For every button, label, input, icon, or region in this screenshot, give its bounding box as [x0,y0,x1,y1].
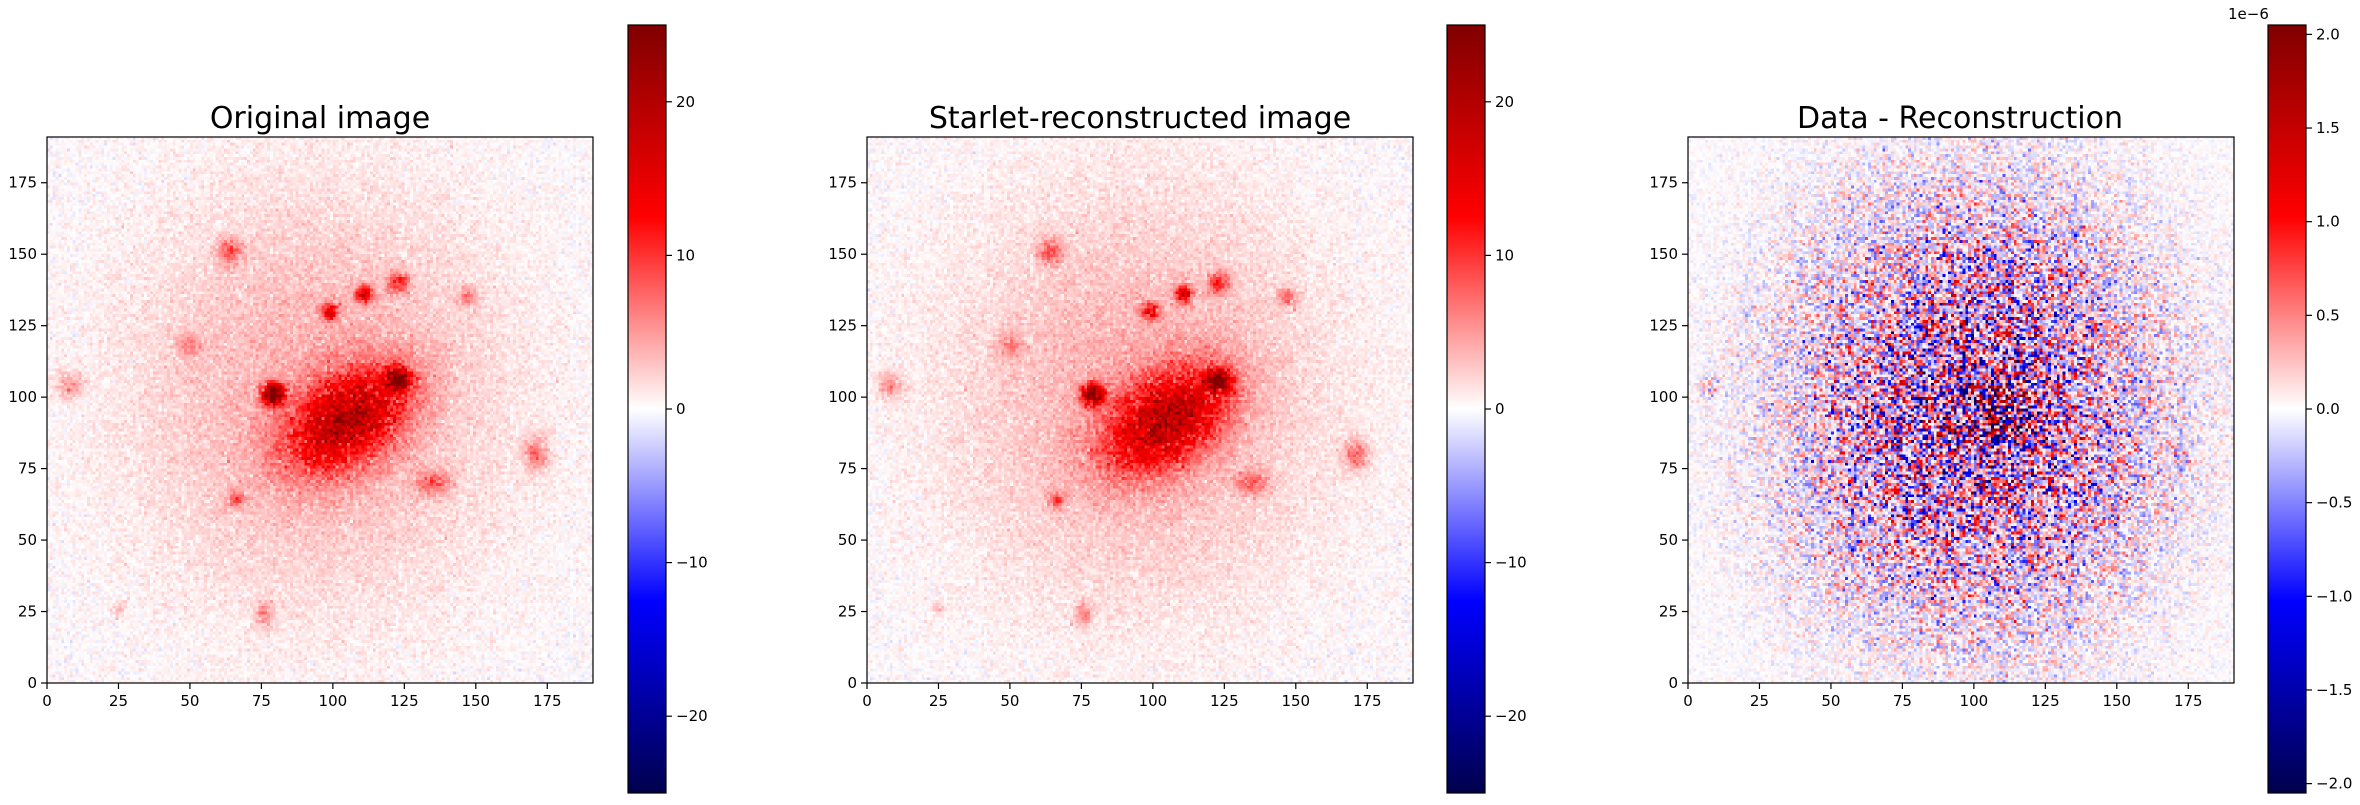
colorbar-tick-label: 20 [676,93,695,111]
y-tick-label: 150 [8,245,37,263]
x-tick-label: 125 [390,692,419,710]
y-tick-label: 100 [8,388,37,406]
x-tick-label: 100 [1139,692,1168,710]
colorbar-tick-label: 20 [1495,93,1514,111]
axes-frame-reconstructed [866,136,1414,684]
colorbar-tick-label: −20 [1495,707,1527,725]
y-tick-label: 100 [1649,388,1678,406]
colorbar-reconstructed [1446,24,1486,794]
colorbar-original [627,24,667,794]
y-tick-label: 150 [1649,245,1678,263]
x-tick-label: 0 [862,692,872,710]
colorbar-offset-residual: 1e−6 [2228,5,2269,23]
x-tick-label: 125 [1210,692,1239,710]
x-tick-label: 50 [180,692,199,710]
x-tick-label: 175 [2174,692,2203,710]
axes-ticks-reconstructed: 0 25 50 75 100 125 150 175 0 25 50 75 100 125 150 175 [828,174,1381,710]
colorbar-tick-label: 0 [676,400,686,418]
x-tick-label: 0 [1683,692,1693,710]
y-tick-label: 0 [1668,674,1678,692]
y-tick-label: 150 [828,245,857,263]
x-tick-label: 150 [2102,692,2131,710]
panel-residual: Data - Reconstruction 0 25 50 75 100 125 150 17… [1649,5,2352,794]
axes-ticks-original: 0 25 50 75 100 125 150 175 0 25 50 75 100 125 150 175 [8,174,561,710]
y-tick-label: 175 [828,174,857,192]
y-tick-label: 0 [847,674,857,692]
y-tick-label: 0 [27,674,37,692]
x-tick-label: 25 [1750,692,1769,710]
x-tick-label: 25 [109,692,128,710]
heatmap-residual [1688,137,2234,683]
y-tick-label: 25 [838,603,857,621]
y-tick-label: 125 [1649,317,1678,335]
x-tick-label: 100 [1960,692,1989,710]
colorbar-tick-label: 0.5 [2316,306,2340,324]
panel-title-original: Original image [210,101,430,136]
x-tick-label: 75 [1893,692,1912,710]
y-tick-label: 50 [838,531,857,549]
colorbar-tick-label: 0 [1495,400,1505,418]
x-tick-label: 75 [1072,692,1091,710]
colorbar-tick-label: 1.0 [2316,213,2340,231]
colorbar-tick-label: 1.5 [2316,119,2340,137]
y-tick-label: 75 [1659,460,1678,478]
y-tick-label: 75 [18,460,37,478]
colorbar-ticks-reconstructed: −20 −10 0 10 20 [1485,93,1527,725]
colorbar-ticks-residual: −2.0 −1.5 −1.0 −0.5 0.0 0.5 1.0 1.5 2.0 [2306,25,2352,793]
panel-title-reconstructed: Starlet-reconstructed image [929,101,1351,136]
x-tick-label: 25 [929,692,948,710]
y-tick-label: 75 [838,460,857,478]
y-tick-label: 125 [828,317,857,335]
colorbar-tick-label: 0.0 [2316,400,2340,418]
colorbar-tick-label: 10 [676,246,695,264]
colorbar-tick-label: −10 [676,554,708,572]
y-tick-label: 175 [8,174,37,192]
y-tick-label: 100 [828,388,857,406]
colorbar-tick-label: −20 [676,707,708,725]
colorbar-residual [2267,24,2307,794]
y-tick-label: 25 [1659,603,1678,621]
colorbar-tick-label: −1.5 [2316,681,2352,699]
colorbar-ticks-original: −20 −10 0 10 20 [666,93,708,725]
y-tick-label: 25 [18,603,37,621]
colorbar-tick-label: −1.0 [2316,587,2352,605]
heatmap-reconstructed [867,137,1413,683]
colorbar-tick-label: 10 [1495,246,1514,264]
panel-title-residual: Data - Reconstruction [1797,101,2123,136]
y-tick-label: 50 [18,531,37,549]
y-tick-label: 175 [1649,174,1678,192]
y-tick-label: 50 [1659,531,1678,549]
colorbar-tick-label: −10 [1495,554,1527,572]
colorbar-tick-label: −0.5 [2316,494,2352,512]
x-tick-label: 50 [1821,692,1840,710]
axes-ticks-residual: 0 25 50 75 100 125 150 175 0 25 50 75 100 125 150 175 [1649,174,2202,710]
axes-frame-original [46,136,594,684]
x-tick-label: 150 [1281,692,1310,710]
axes-frame-residual [1687,136,2235,684]
colorbar-tick-label: −2.0 [2316,775,2352,793]
x-tick-label: 175 [1353,692,1382,710]
x-tick-label: 50 [1000,692,1019,710]
x-tick-label: 125 [2031,692,2060,710]
x-tick-label: 100 [319,692,348,710]
x-tick-label: 150 [461,692,490,710]
heatmap-original [47,137,593,683]
y-tick-label: 125 [8,317,37,335]
x-tick-label: 0 [42,692,52,710]
x-tick-label: 175 [533,692,562,710]
x-tick-label: 75 [252,692,271,710]
panel-original: Original image 0 25 50 75 100 125 150 175025507… [8,24,708,794]
colorbar-tick-label: 2.0 [2316,25,2340,43]
panel-reconstructed: Starlet-reconstructed image 0 25 50 75 100 12… [828,24,1527,794]
